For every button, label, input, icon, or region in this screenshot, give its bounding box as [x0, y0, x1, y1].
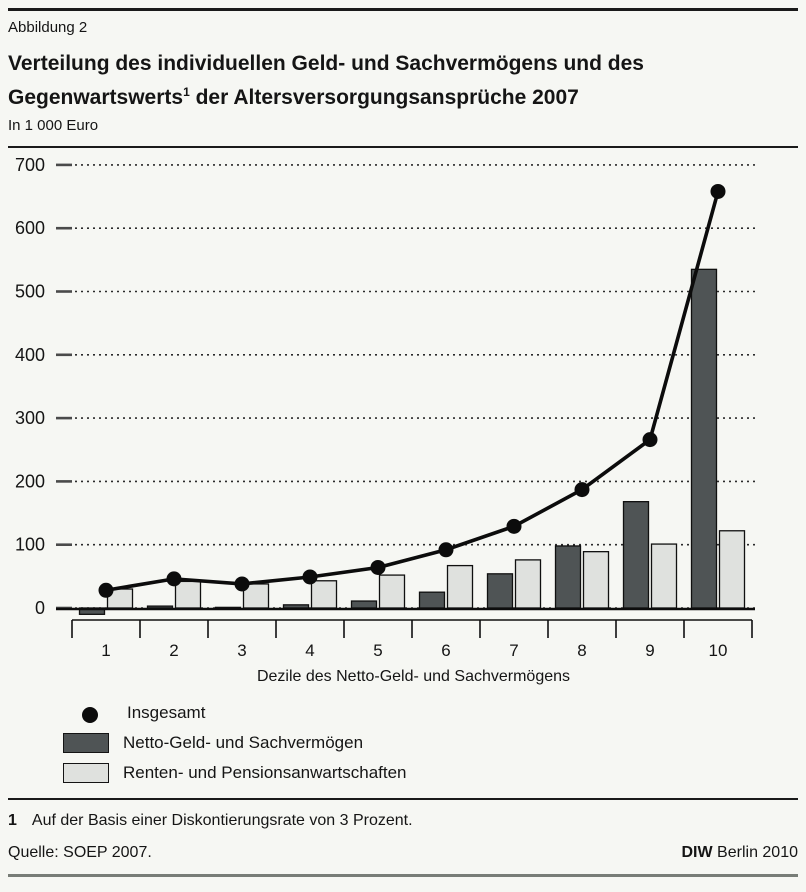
dark-bar-swatch-icon	[63, 733, 109, 753]
title-line2-pre: Gegenwartswerts	[8, 86, 184, 109]
credit-diw: DIW	[681, 844, 713, 861]
svg-text:400: 400	[15, 345, 45, 365]
light-bar-swatch-icon	[63, 763, 109, 783]
svg-text:600: 600	[15, 218, 45, 238]
legend-item-nettovermoegen: Netto-Geld- und Sachvermögen	[63, 732, 806, 754]
svg-text:100: 100	[15, 535, 45, 555]
title-line2-post: der Altersversorgungsansprüche 2007	[189, 86, 579, 109]
svg-text:8: 8	[577, 641, 586, 660]
source-label: Quelle: SOEP 2007.	[8, 844, 152, 861]
svg-text:300: 300	[15, 408, 45, 428]
svg-text:6: 6	[441, 641, 450, 660]
legend-item-insgesamt: Insgesamt	[63, 702, 806, 724]
svg-text:0: 0	[35, 598, 45, 618]
source-row: Quelle: SOEP 2007. DIW Berlin 2010	[8, 844, 798, 874]
legend: Insgesamt Netto-Geld- und Sachvermögen R…	[63, 702, 806, 784]
svg-text:500: 500	[15, 282, 45, 302]
chart-canvas: 0 100 200 300 400 500 600 700 1 2 3 4 5 6 7 8 9 10 Dezile …	[15, 155, 755, 685]
figure-label: Abbildung 2	[8, 19, 88, 36]
svg-text:200: 200	[15, 471, 45, 491]
legend-label-insgesamt: Insgesamt	[127, 703, 206, 722]
legend-label-anwartschaften: Renten- und Pensionsanwartschaften	[123, 763, 407, 782]
svg-text:3: 3	[237, 641, 246, 660]
footnote-rule	[8, 798, 798, 800]
chart-title: Verteilung des individuellen Geld- und S…	[8, 49, 798, 112]
svg-text:5: 5	[373, 641, 382, 660]
legend-label-nettovermoegen: Netto-Geld- und Sachvermögen	[123, 733, 364, 752]
header-rule	[8, 146, 798, 148]
svg-text:7: 7	[509, 641, 518, 660]
credit-rest: Berlin 2010	[712, 844, 798, 861]
svg-text:Dezile des Netto-Geld- und Sac: Dezile des Netto-Geld- und Sachvermögens	[257, 668, 570, 685]
footnote-marker: 1	[8, 812, 17, 829]
svg-text:700: 700	[15, 155, 45, 175]
svg-text:4: 4	[305, 641, 314, 660]
footnote: 1 Auf der Basis einer Diskontierungsrate …	[8, 800, 798, 844]
svg-text:10: 10	[709, 641, 728, 660]
title-line1: Verteilung des individuellen Geld- und S…	[8, 52, 644, 75]
footnote-text: Auf der Basis einer Diskontierungsrate v…	[31, 812, 413, 829]
top-rule	[8, 8, 798, 11]
svg-text:1: 1	[101, 641, 110, 660]
unit-label: In 1 000 Euro	[8, 117, 99, 134]
legend-item-anwartschaften: Renten- und Pensionsanwartschaften	[63, 762, 806, 784]
credit-label: DIW Berlin 2010	[682, 844, 799, 862]
svg-text:9: 9	[645, 641, 654, 660]
title-footnote-marker: 1	[183, 85, 190, 99]
bottom-rule	[8, 874, 798, 877]
svg-text:2: 2	[169, 641, 178, 660]
